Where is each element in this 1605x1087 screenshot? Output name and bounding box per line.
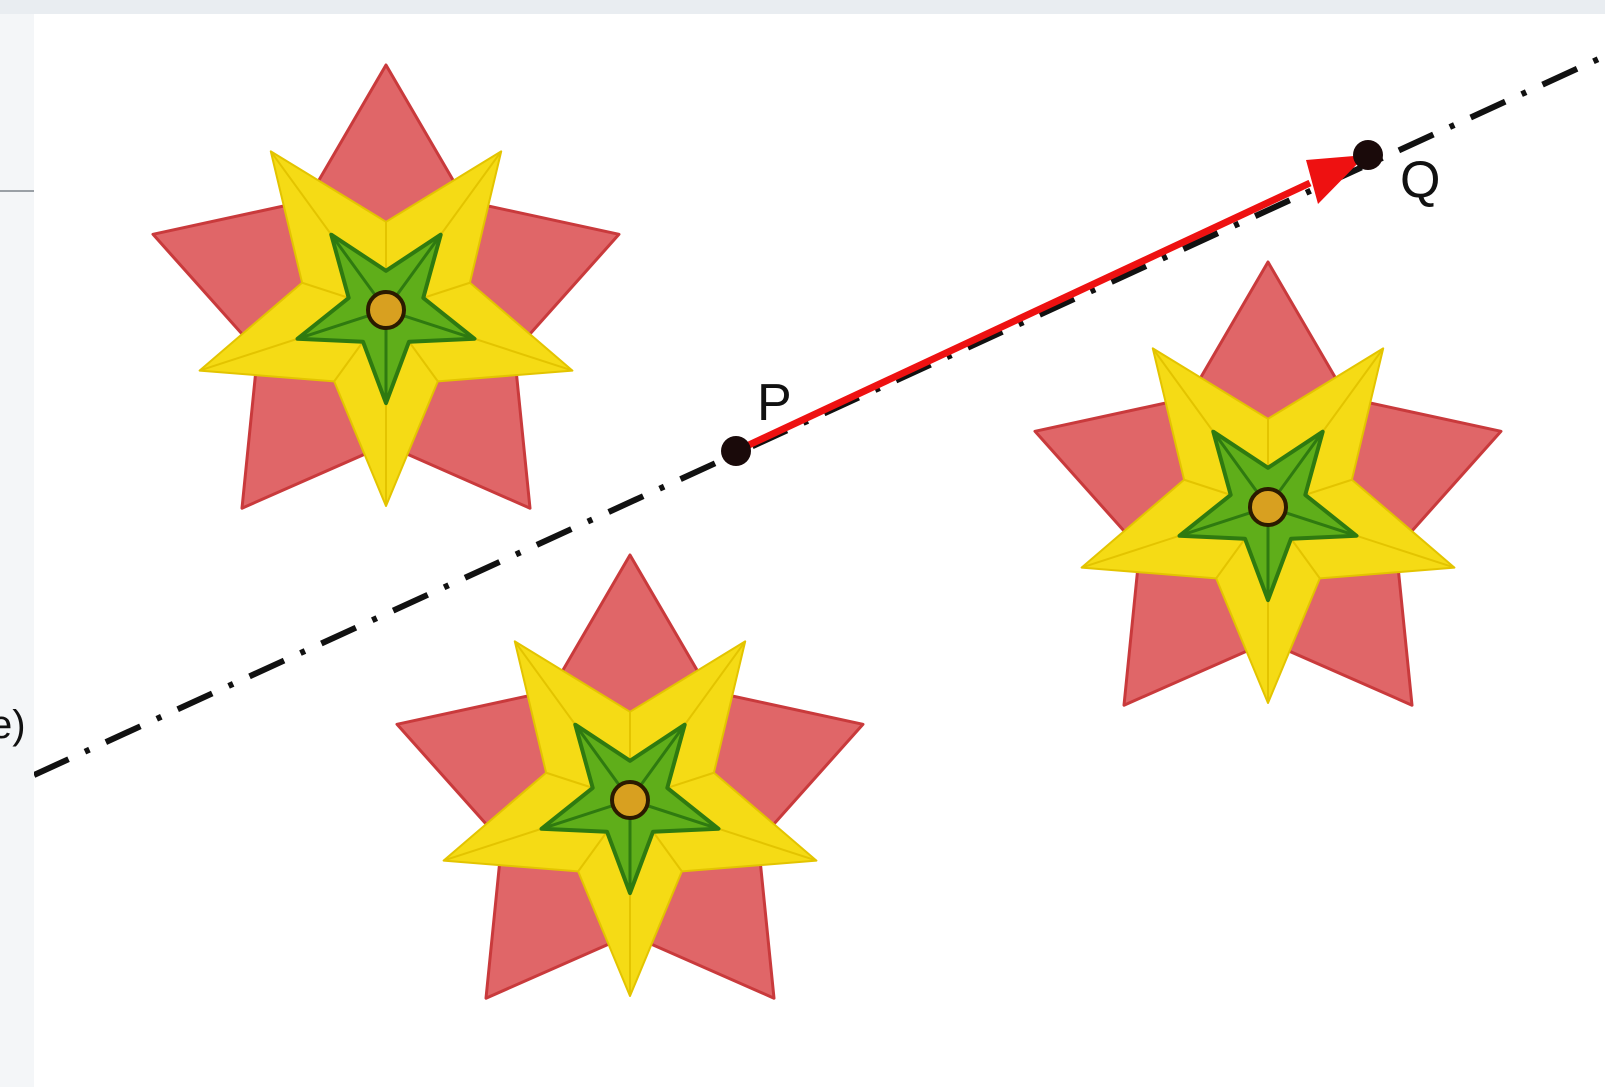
point-p-label: P bbox=[757, 374, 792, 432]
sidebar-item-clipped-text: e) bbox=[0, 703, 26, 747]
geometry-canvas[interactable]: P Q bbox=[34, 14, 1605, 1087]
algebra-sidebar[interactable] bbox=[0, 14, 34, 1087]
sidebar-divider bbox=[0, 190, 34, 192]
star-flower-3[interactable] bbox=[1033, 260, 1503, 707]
translation-vector[interactable] bbox=[734, 179, 1312, 455]
top-toolbar-strip bbox=[0, 0, 1605, 14]
star-flower-2[interactable] bbox=[395, 553, 865, 1000]
vector-arrowhead bbox=[1306, 155, 1366, 204]
point-q[interactable] bbox=[1353, 140, 1383, 170]
flower-center-point[interactable] bbox=[366, 290, 406, 330]
point-q-label: Q bbox=[1400, 151, 1440, 209]
flower-center-point[interactable] bbox=[610, 780, 650, 820]
star-flower-1[interactable] bbox=[151, 63, 621, 510]
point-p[interactable] bbox=[721, 436, 751, 466]
graphics-view[interactable]: P Q bbox=[34, 14, 1605, 1087]
flower-center-point[interactable] bbox=[1248, 487, 1288, 527]
